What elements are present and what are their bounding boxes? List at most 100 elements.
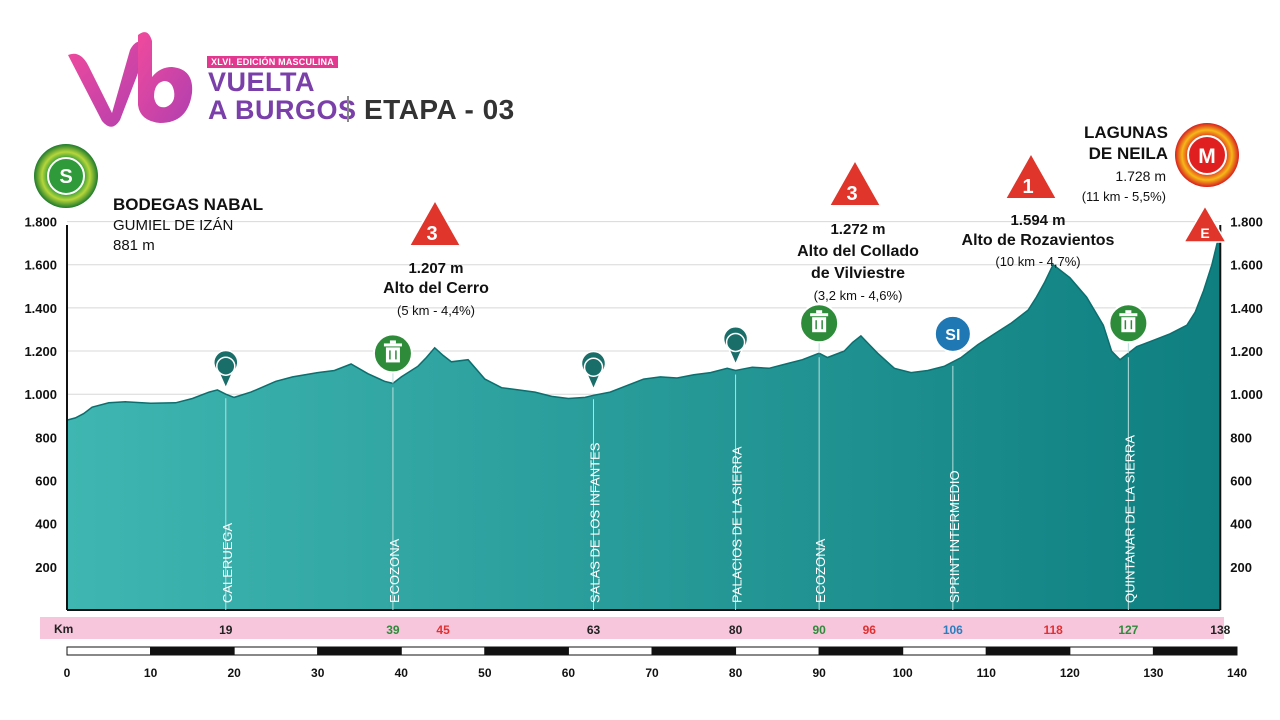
climb-category: 1 [1022, 176, 1033, 198]
scale-segment [66, 646, 152, 656]
y-tick-label-right: 1.600 [1230, 258, 1263, 273]
scale-segment [567, 646, 653, 656]
scale-segment [902, 646, 987, 656]
x-tick-label: 40 [395, 666, 409, 680]
climb-category: 3 [846, 183, 857, 205]
start-badge: S [34, 144, 98, 208]
km-mark: 90 [812, 623, 826, 637]
waypoint-town: CALERUEGA [213, 349, 239, 610]
climb-altitude: 1.272 m [830, 221, 885, 238]
bin-body [385, 347, 400, 363]
waypoint-town: PALACIOS DE LA SIERRA [722, 326, 749, 610]
x-tick-label: 20 [227, 666, 241, 680]
bin-body [1121, 317, 1136, 333]
climb-alto-del-cerro: 3 1.207 m Alto del Cerro (5 km - 4,4%) [383, 197, 489, 318]
x-tick-label: 90 [812, 666, 826, 680]
y-tick-label-right: 1.800 [1230, 215, 1263, 230]
start-altitude: 881 m [113, 237, 155, 254]
y-tick-label-left: 1.400 [24, 301, 57, 316]
scale-segment [400, 646, 486, 656]
y-tick-label-right: 1.200 [1230, 344, 1263, 359]
x-tick-label: 130 [1143, 666, 1163, 680]
waypoint-label: ECOZONA [813, 538, 828, 603]
town-pin-head [725, 332, 746, 353]
km-mark: 118 [1043, 623, 1063, 637]
x-tick-label: 10 [144, 666, 158, 680]
finish-marker: E [1182, 204, 1228, 243]
y-tick-label-right: 1.400 [1230, 301, 1263, 316]
x-tick-label: 60 [562, 666, 576, 680]
x-tick-label: 70 [645, 666, 659, 680]
waypoint-label: SALAS DE LOS INFANTES [588, 442, 603, 603]
km-mark: 106 [943, 623, 963, 637]
waypoint-label: PALACIOS DE LA SIERRA [730, 446, 745, 603]
y-tick-label-right: 800 [1230, 430, 1252, 445]
km-bar-marks: 19 39 45 63 80 90 96 106 118 127 138 [219, 623, 1231, 637]
scale-segment [317, 646, 402, 656]
edition-label: XLVI. EDICIÓN MASCULINA [207, 56, 338, 68]
x-tick-label: 0 [64, 666, 71, 680]
header: XLVI. EDICIÓN MASCULINA VUELTA A BURGOS … [0, 0, 1280, 140]
start-name: BODEGAS NABAL [113, 195, 263, 214]
km-mark: 80 [729, 623, 743, 637]
brand-line-1: VUELTA [208, 67, 315, 97]
climb-name: Alto del Cerro [383, 280, 489, 297]
scale-segment [1069, 646, 1154, 656]
waypoint-label: ECOZONA [387, 538, 402, 603]
sprint-badge-label: SI [945, 327, 960, 344]
waypoint-label: CALERUEGA [220, 522, 235, 603]
climb-name-line-1: Alto del Collado [797, 243, 919, 260]
y-tick-label-left: 800 [35, 430, 57, 445]
header-separator [347, 96, 349, 122]
start-town: GUMIEL DE IZÁN [113, 217, 233, 234]
x-tick-label: 110 [977, 666, 997, 680]
climb-name-line-2: de Vilviestre [811, 265, 905, 282]
climb-detail: (5 km - 4,4%) [397, 303, 475, 318]
profile-line [66, 230, 1222, 421]
bin-handle [816, 310, 823, 314]
scale-segment [735, 646, 820, 656]
y-tick-label-right: 600 [1230, 474, 1252, 489]
y-tick-label-right: 400 [1230, 517, 1252, 532]
bin-body [812, 317, 827, 333]
climb-name: Alto de Rozavientos [962, 232, 1115, 249]
vuelta-burgos-logo [68, 32, 193, 127]
y-tick-label-left: 1.000 [24, 387, 57, 402]
km-bar: Km [40, 617, 1224, 639]
bin-handle [389, 340, 396, 344]
y-tick-label-left: 600 [35, 474, 57, 489]
y-tick-label-left: 200 [35, 560, 57, 575]
scale-segment [985, 646, 1071, 656]
climb-altitude: 1.207 m [408, 260, 463, 277]
x-tick-label: 50 [478, 666, 492, 680]
profile-area [67, 230, 1221, 610]
km-mark: 138 [1210, 623, 1230, 637]
x-tick-label: 140 [1227, 666, 1247, 680]
scale-segment [484, 646, 569, 656]
y-tick-label-left: 1.600 [24, 258, 57, 273]
scale-segment [233, 646, 319, 656]
town-pin-head [583, 357, 604, 378]
km-bar-label: Km [54, 622, 73, 636]
profile-area-group [66, 225, 1222, 611]
waypoint-sprint: SPRINT INTERMEDIO SI [933, 314, 972, 610]
y-axis-right: 200 400 600 800 1.000 1.200 1.400 1.600 1.800 [1230, 215, 1263, 575]
x-tick-label: 120 [1060, 666, 1080, 680]
town-pin-head [216, 356, 236, 376]
finish-name-line-1: LAGUNAS [1084, 123, 1168, 142]
km-mark: 19 [219, 623, 233, 637]
scale-segment [1152, 646, 1238, 656]
scale-segment [150, 646, 235, 656]
km-mark: 127 [1118, 623, 1138, 637]
x-tick-label: 30 [311, 666, 325, 680]
bin-lid [1119, 313, 1138, 317]
x-tick-label: 80 [729, 666, 743, 680]
sprint-badge-icon [933, 314, 972, 353]
y-tick-label-left: 400 [35, 517, 57, 532]
distance-scale: 0 10 20 30 40 50 60 70 80 90 100 110 120 130 140 [64, 646, 1247, 680]
km-mark: 63 [587, 623, 601, 637]
finish-badge-letter: M [1198, 145, 1216, 168]
brand-line-2: A BURGOS [208, 95, 357, 125]
bin-lid [383, 343, 402, 347]
y-axis-left: 200 400 600 800 1.000 1.200 1.400 1.600 1.800 [24, 215, 57, 575]
